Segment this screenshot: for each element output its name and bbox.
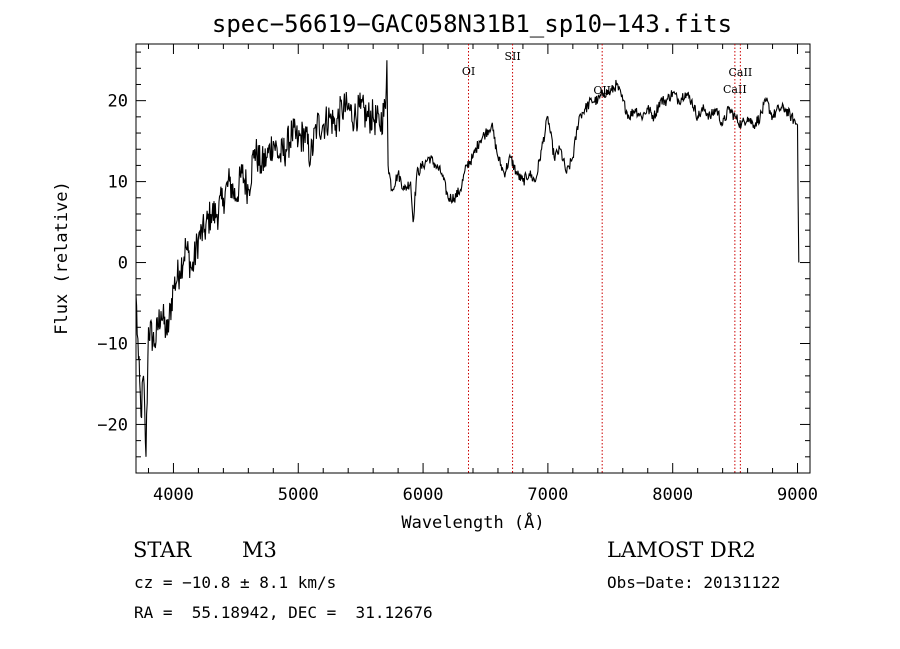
survey-label: LAMOST DR2: [607, 538, 756, 562]
x-tick-label: 6000: [403, 485, 444, 505]
x-axis: 4000 5000 6000 7000 8000 9000: [147, 44, 818, 505]
x-tick-label: 4000: [153, 485, 194, 505]
cz-text: cz = −10.8 ± 8.1 km/s: [134, 573, 337, 592]
x-tick-label: 8000: [652, 485, 693, 505]
y-tick-label: 0: [118, 254, 128, 274]
y-axis-label: Flux (relative): [52, 181, 72, 335]
radec-text: RA = 55.18942, DEC = 31.12676: [134, 603, 433, 622]
marker-label-caii: CaII: [729, 66, 753, 79]
class-label: STAR: [133, 538, 192, 562]
marker-label-oi: OI: [462, 65, 475, 78]
chart-title: spec−56619−GAC058N31B1_sp10−143.fits: [212, 10, 732, 38]
subclass-label: M3: [242, 538, 277, 562]
plot-frame: [135, 43, 811, 474]
marker-label-caii: CaII: [723, 83, 747, 96]
x-tick-label: 5000: [278, 485, 319, 505]
x-tick-label: 7000: [527, 485, 568, 505]
spectrum-series: [135, 60, 800, 457]
marker-label-sii: SII: [504, 50, 520, 63]
obs-date-text: Obs−Date: 20131122: [607, 573, 781, 592]
x-axis-label: Wavelength (Å): [401, 511, 544, 533]
y-tick-label: −10: [97, 334, 128, 354]
y-tick-label: 20: [108, 92, 128, 112]
y-tick-label: −20: [97, 415, 128, 435]
y-tick-label: 10: [108, 173, 128, 193]
y-axis: −20 −10 0 10 20: [97, 51, 810, 474]
spectrum-line: [135, 60, 800, 457]
x-tick-label: 9000: [777, 485, 818, 505]
